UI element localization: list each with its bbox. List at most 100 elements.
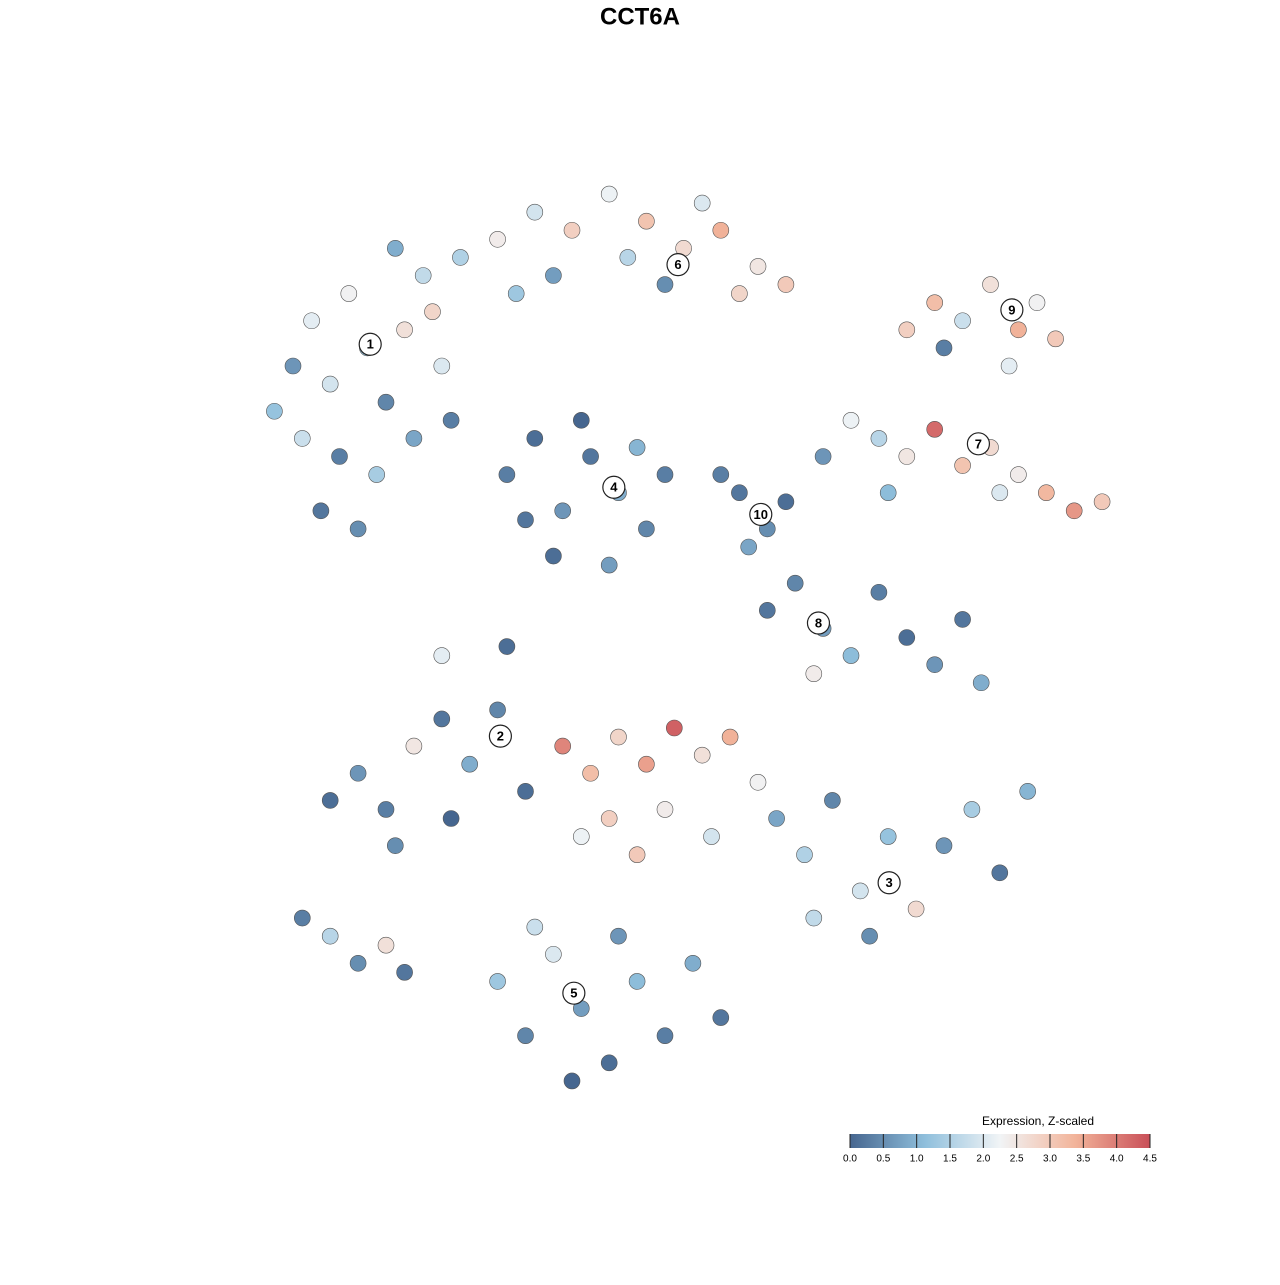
point (433, 710, 451, 728)
cluster-marker (877, 871, 901, 895)
point (731, 484, 748, 502)
point (712, 221, 730, 239)
point (851, 882, 869, 900)
point (749, 773, 767, 791)
point (517, 511, 534, 529)
point (433, 647, 451, 664)
point (610, 728, 627, 746)
colorbar-tick-label: 1.5 (943, 1154, 957, 1165)
point (405, 430, 423, 447)
point (1010, 321, 1027, 339)
point (563, 221, 581, 239)
point (703, 828, 720, 845)
point (712, 466, 730, 483)
cluster-label: 5 (570, 986, 577, 1001)
cluster-marker (358, 332, 382, 356)
cluster-label: 2 (497, 729, 504, 744)
point (554, 502, 572, 520)
chart-title: CCT6A (600, 3, 680, 30)
point (824, 792, 841, 809)
point (489, 231, 506, 248)
cluster-marker (806, 611, 831, 635)
point (414, 267, 432, 284)
point (331, 448, 348, 465)
point (321, 927, 339, 945)
point (842, 411, 860, 429)
cluster-marker (1000, 298, 1024, 322)
point (712, 1009, 730, 1026)
colorbar-tick-label: 2.0 (976, 1154, 990, 1165)
point (433, 357, 451, 375)
point (954, 611, 971, 628)
point (386, 240, 404, 257)
point (1093, 493, 1111, 511)
cluster-label: 10 (754, 507, 768, 522)
point (638, 755, 655, 773)
cluster-label: 9 (1008, 302, 1015, 317)
point (368, 466, 386, 483)
point (1000, 357, 1018, 375)
point (377, 393, 395, 411)
point (349, 520, 367, 538)
colorbar-tick-label: 3.5 (1076, 1154, 1090, 1165)
point (1038, 484, 1055, 502)
cluster-label: 4 (610, 480, 618, 495)
point (600, 556, 618, 574)
cluster-label: 3 (886, 875, 893, 890)
point (461, 755, 479, 773)
point (777, 276, 795, 293)
point (582, 448, 599, 465)
cluster-marker (488, 724, 512, 748)
cluster-marker (602, 475, 626, 499)
cluster-marker (562, 981, 586, 1005)
point (628, 439, 646, 456)
colorbar-tick-label: 2.5 (1010, 1154, 1024, 1165)
point (563, 1072, 581, 1090)
point (545, 945, 562, 963)
point (731, 285, 748, 302)
colorbar-tick-label: 0.5 (876, 1154, 890, 1165)
point (526, 430, 544, 447)
point (954, 312, 971, 330)
point (517, 1027, 534, 1044)
point (842, 647, 860, 664)
point (991, 484, 1009, 502)
point (935, 339, 953, 357)
point (861, 927, 878, 945)
colorbar-tick-label: 4.5 (1143, 1154, 1157, 1165)
point (396, 964, 413, 981)
point (991, 864, 1009, 882)
point (517, 783, 534, 800)
point (768, 810, 785, 827)
point (442, 411, 460, 429)
point (312, 502, 330, 520)
point (814, 448, 832, 465)
point (926, 421, 944, 438)
point (777, 493, 795, 511)
point (396, 321, 413, 339)
point (545, 547, 562, 565)
colorbar-tick-label: 3.0 (1043, 1154, 1057, 1165)
point (870, 583, 888, 601)
point (870, 430, 888, 447)
point (526, 918, 544, 936)
point (610, 927, 627, 945)
point (405, 737, 423, 755)
point (656, 801, 674, 818)
point (638, 212, 655, 230)
point (796, 846, 813, 864)
point (498, 466, 516, 483)
point (758, 602, 776, 619)
point (749, 258, 767, 275)
point (572, 411, 590, 429)
point (554, 737, 572, 755)
point (805, 909, 823, 927)
point (898, 448, 916, 465)
point (926, 656, 944, 673)
point (498, 638, 516, 655)
cluster-labels: 1 2 3 4 5 6 7 8 9 10 (358, 253, 1024, 1005)
point (266, 402, 283, 420)
point (349, 954, 367, 972)
point (805, 665, 823, 683)
point (545, 267, 562, 284)
